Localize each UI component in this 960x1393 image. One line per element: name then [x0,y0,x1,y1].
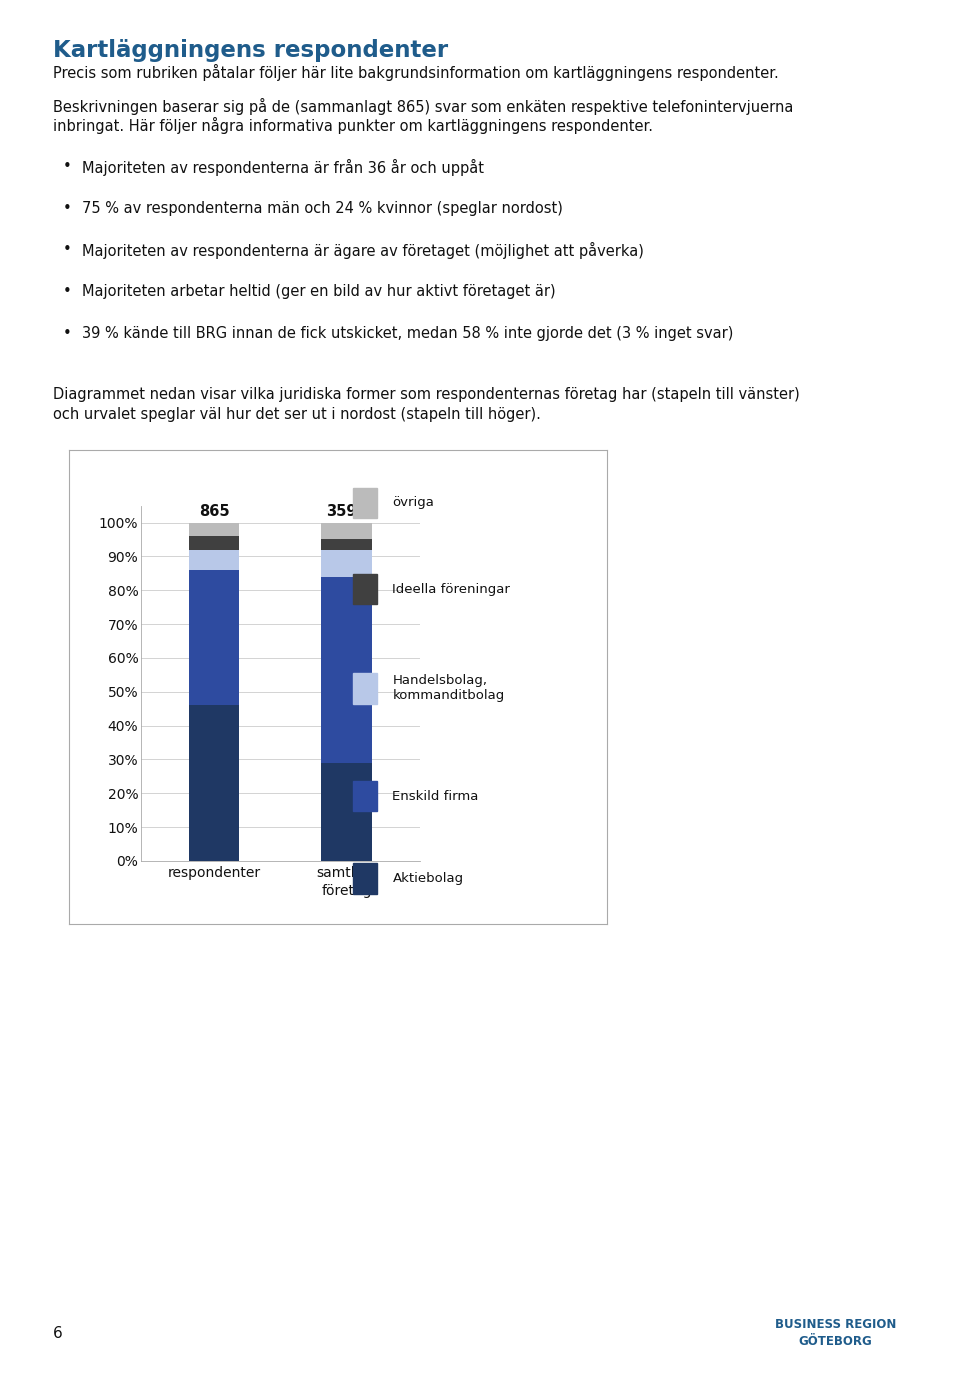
Text: Handelsbolag,
kommanditbolag: Handelsbolag, kommanditbolag [393,674,505,702]
Bar [322,550,372,577]
Bar [352,488,377,518]
Text: Majoriteten av respondenterna är ägare av företaget (möjlighet att påverka): Majoriteten av respondenterna är ägare a… [82,242,643,259]
Text: •: • [62,242,71,258]
Text: •: • [62,201,71,216]
Bar [352,781,377,812]
Bar [322,522,372,539]
Text: Majoriteten arbetar heltid (ger en bild av hur aktivt företaget är): Majoriteten arbetar heltid (ger en bild … [82,284,555,299]
Bar [189,705,239,861]
Text: 75 % av respondenterna män och 24 % kvinnor (speglar nordost): 75 % av respondenterna män och 24 % kvin… [82,201,563,216]
Text: Beskrivningen baserar sig på de (sammanlagt 865) svar som enkäten respektive tel: Beskrivningen baserar sig på de (sammanl… [53,98,793,114]
Text: Aktiebolag: Aktiebolag [393,872,464,885]
Text: •: • [62,284,71,299]
Bar [189,536,239,550]
Bar [322,763,372,861]
Text: Ideella föreningar: Ideella föreningar [393,582,511,596]
Text: övriga: övriga [393,496,434,510]
Text: Precis som rubriken påtalar följer här lite bakgrundsinformation om kartläggning: Precis som rubriken påtalar följer här l… [53,64,779,81]
Text: BUSINESS REGION
GÖTEBORG: BUSINESS REGION GÖTEBORG [775,1318,896,1348]
Text: Kartläggningens respondenter: Kartläggningens respondenter [53,39,448,63]
Bar [322,539,372,550]
Text: Diagrammet nedan visar vilka juridiska former som respondenternas företag har (s: Diagrammet nedan visar vilka juridiska f… [53,387,800,403]
Bar [322,577,372,763]
Text: inbringat. Här följer några informativa punkter om kartläggningens respondenter.: inbringat. Här följer några informativa … [53,117,653,134]
Bar [189,570,239,705]
Text: •: • [62,326,71,341]
Bar [189,550,239,570]
Text: 865: 865 [199,504,229,520]
Text: 6: 6 [53,1326,62,1340]
Text: Enskild firma: Enskild firma [393,790,479,802]
Bar [189,522,239,536]
Bar [352,574,377,605]
Text: •: • [62,159,71,174]
Text: och urvalet speglar väl hur det ser ut i nordost (stapeln till höger).: och urvalet speglar väl hur det ser ut i… [53,407,540,422]
Text: Majoriteten av respondenterna är från 36 år och uppåt: Majoriteten av respondenterna är från 36… [82,159,484,176]
Bar [352,864,377,893]
Bar [352,673,377,703]
Text: 3598: 3598 [326,504,367,520]
Text: 39 % kände till BRG innan de fick utskicket, medan 58 % inte gjorde det (3 % ing: 39 % kände till BRG innan de fick utskic… [82,326,733,341]
